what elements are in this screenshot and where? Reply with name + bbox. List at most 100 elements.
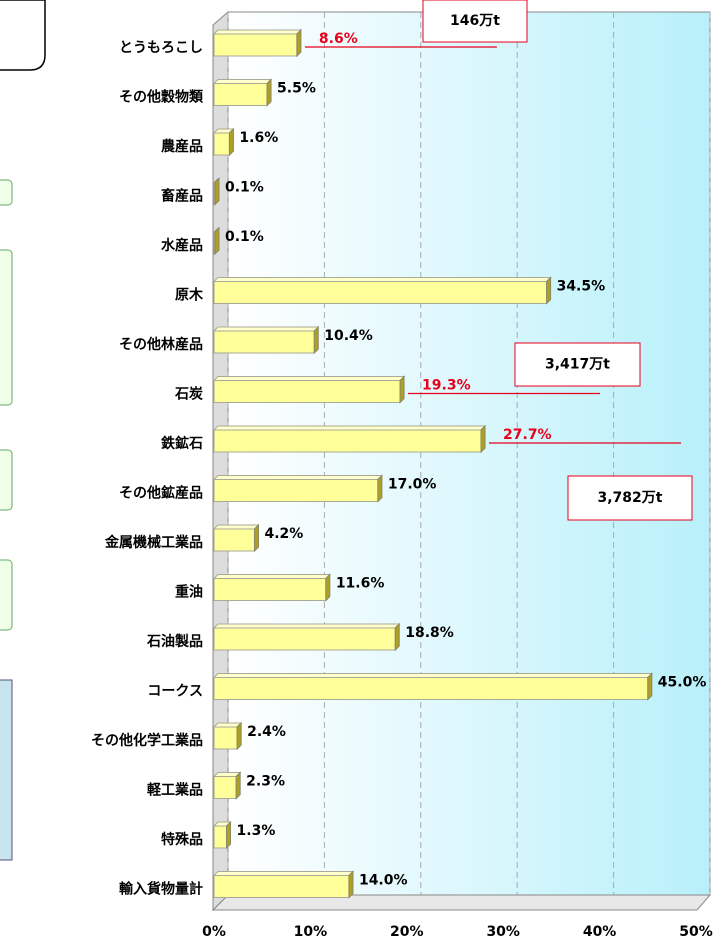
bar (212, 523, 260, 553)
category-label: 畜産品 (161, 188, 203, 205)
bar-side (394, 622, 400, 652)
bar-front (213, 875, 350, 898)
bar (212, 424, 487, 454)
bar-top (212, 673, 654, 678)
category-label: 石炭 (174, 386, 203, 403)
bar-side (647, 672, 653, 701)
bar (212, 474, 384, 503)
value-label: 34.5% (557, 279, 606, 295)
bar-front (213, 330, 315, 354)
bar (212, 622, 401, 652)
bar-top (212, 277, 552, 282)
bar-side (236, 721, 242, 751)
bar-top (212, 623, 401, 629)
annotation-box (514, 342, 641, 387)
plot-back (227, 11, 711, 896)
annotation: 3,782万t (598, 490, 663, 506)
value-label: 1.3% (237, 823, 276, 839)
x-tick-label: 20% (390, 924, 424, 940)
value-label: 45.0% (658, 675, 707, 691)
bar (212, 820, 232, 850)
bar (212, 177, 221, 206)
annotation: 3,417万t (545, 357, 610, 373)
value-label: 14.0% (359, 873, 408, 889)
bar-front (213, 479, 379, 502)
bar (212, 226, 221, 256)
value-label: 0.1% (225, 180, 264, 196)
bar-side (253, 523, 259, 553)
bar-top (212, 425, 487, 431)
category-label: 石油製品 (146, 633, 203, 650)
bar-front (213, 677, 649, 700)
x-tick-label: 30% (486, 924, 520, 940)
bar-front (213, 83, 268, 106)
side-box (0, 449, 13, 511)
side-box (0, 0, 46, 71)
value-label: 2.3% (246, 774, 285, 790)
value-label: 4.2% (264, 526, 303, 542)
category-label: その他鉱産品 (119, 485, 203, 502)
bar-side (546, 276, 552, 305)
category-label: 軽工業品 (147, 782, 203, 799)
category-label: その他穀物類 (119, 89, 204, 106)
bar-side (480, 424, 486, 454)
category-label: とうもろこし (119, 40, 203, 56)
bar-top (212, 871, 355, 876)
bar-side (228, 127, 234, 157)
bar-front (213, 825, 228, 849)
category-label: その他林産品 (119, 336, 203, 353)
bar-top (212, 376, 406, 381)
value-label: 18.8% (405, 625, 454, 641)
bar-side (226, 820, 232, 850)
bar (212, 721, 243, 751)
bar-side (214, 177, 220, 206)
bar-front (213, 776, 237, 799)
bar-front (213, 578, 327, 601)
bar (212, 672, 654, 701)
category-label: 特殊品 (161, 831, 203, 848)
value-label: 5.5% (277, 81, 316, 97)
value-label: 1.6% (239, 130, 278, 146)
bar-front (213, 429, 482, 453)
bar (212, 325, 320, 355)
bar-front (213, 726, 238, 750)
bar-side (399, 375, 405, 404)
bar (212, 127, 235, 157)
bar-side (235, 771, 241, 800)
bar (212, 78, 273, 107)
bar-side (214, 226, 220, 256)
category-label: 水産品 (161, 237, 203, 254)
value-label: 17.0% (388, 477, 437, 493)
category-label: 輸入貨物量計 (119, 881, 203, 898)
side-box (0, 249, 13, 406)
bar (212, 276, 552, 305)
category-label: コークス (147, 684, 203, 700)
bar-top (212, 574, 332, 579)
bar-side (296, 28, 302, 58)
bar-front (213, 132, 230, 156)
side-box (0, 179, 13, 206)
x-tick-label: 50% (679, 924, 713, 940)
side-box (0, 559, 13, 631)
bar-top (212, 524, 260, 530)
value-label: 19.3% (422, 378, 471, 394)
bar-top (212, 29, 303, 35)
bar-top (212, 475, 384, 480)
category-label: その他化学工業品 (91, 732, 203, 749)
value-label: 0.1% (225, 229, 264, 245)
value-label: 27.7% (503, 427, 552, 443)
bar-top (212, 326, 320, 332)
annotation: 146万t (450, 13, 500, 29)
bar-front (213, 380, 401, 403)
bar-side (313, 325, 319, 355)
bar (212, 573, 332, 602)
x-tick-label: 10% (294, 924, 328, 940)
annotation-box (422, 0, 528, 43)
category-label: 重油 (175, 584, 203, 601)
bar-front (213, 281, 548, 304)
bar (212, 28, 303, 58)
bar-front (213, 33, 298, 57)
side-box (0, 679, 13, 861)
value-label: 2.4% (247, 724, 286, 740)
